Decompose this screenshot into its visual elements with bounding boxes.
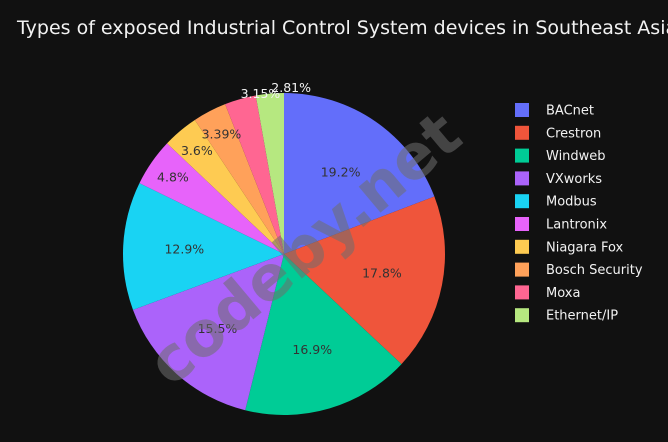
legend-item-niagara-fox[interactable]: Niagara Fox [515, 239, 624, 256]
slice-label-bosch-security: 3.39% [202, 127, 242, 142]
slice-label-modbus: 12.9% [164, 241, 204, 256]
legend-swatch-niagara-fox [515, 239, 529, 254]
legend-label-niagara-fox: Niagara Fox [546, 240, 624, 255]
legend-label-modbus: Modbus [546, 195, 597, 210]
legend-swatch-vxworks [515, 171, 529, 186]
legend-item-vxworks[interactable]: VXworks [515, 171, 602, 187]
legend-label-vxworks: VXworks [546, 172, 602, 187]
legend-swatch-lantronix [515, 217, 529, 231]
legend-label-bacnet: BACnet [546, 104, 594, 119]
slice-label-bacnet: 19.2% [321, 164, 361, 179]
slice-label-moxa: 3.15% [241, 86, 281, 101]
pie-slice-bosch-security [194, 104, 284, 254]
legend-label-ethernet-ip: Ethernet/IP [546, 309, 618, 324]
legend-item-crestron[interactable]: Crestron [515, 125, 601, 142]
pie-slice-crestron [284, 196, 446, 365]
slice-label-niagara-fox: 3.6% [181, 143, 213, 158]
pie-slice-moxa [225, 95, 284, 254]
pie-slice-modbus [122, 183, 284, 310]
pie-slices [122, 93, 446, 415]
pie-slice-bacnet [284, 93, 435, 254]
pie-slice-lantronix [139, 143, 284, 254]
legend-label-windweb: Windweb [546, 149, 606, 164]
legend-item-bacnet[interactable]: BACnet [515, 103, 594, 119]
legend-label-moxa: Moxa [546, 286, 580, 301]
legend-swatch-ethernet-ip [515, 308, 529, 323]
legend-item-lantronix[interactable]: Lantronix [515, 217, 607, 233]
legend-item-modbus[interactable]: Modbus [515, 194, 597, 210]
legend-item-windweb[interactable]: Windweb [515, 148, 606, 165]
legend-swatch-moxa [515, 285, 529, 300]
pie-slice-niagara-fox [167, 119, 284, 254]
legend-swatch-modbus [515, 194, 529, 209]
legend-label-crestron: Crestron [546, 126, 601, 141]
legend-label-bosch-security: Bosch Security [546, 263, 643, 278]
slice-labels: 19.2% 17.8% 16.9% 15.5% 12.9% 4.8% 3.6%3.39% 3.… [157, 80, 402, 357]
legend: BACnet Crestron Windweb VXworks Modbus Lantro… [515, 103, 643, 324]
slice-label-vxworks: 15.5% [198, 321, 238, 336]
slice-label-lantronix: 4.8% [157, 169, 189, 184]
slice-label-ethernet-ip: 2.81% [271, 80, 311, 95]
chart-title: Types of exposed Industrial Control Syst… [16, 17, 668, 39]
legend-item-ethernet-ip[interactable]: Ethernet/IP [515, 308, 618, 324]
slice-label-crestron: 17.8% [362, 266, 402, 281]
pie-slice-windweb [245, 254, 402, 415]
legend-item-moxa[interactable]: Moxa [515, 285, 580, 301]
pie-slice-vxworks [132, 254, 284, 411]
slice-label-windweb: 16.9% [292, 342, 332, 357]
legend-label-lantronix: Lantronix [546, 218, 607, 233]
legend-swatch-windweb [515, 148, 529, 163]
legend-item-bosch-security[interactable]: Bosch Security [515, 262, 643, 279]
legend-swatch-crestron [515, 125, 529, 140]
legend-swatch-bosch-security [515, 262, 529, 277]
legend-swatch-bacnet [515, 103, 529, 117]
pie-slice-ethernet-ip [255, 93, 284, 254]
